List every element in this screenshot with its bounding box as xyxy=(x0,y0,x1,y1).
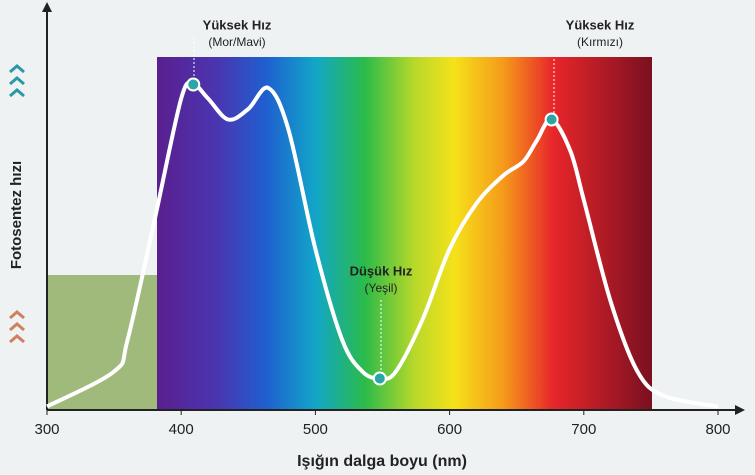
chart: Fotosentez hızı Işığın dalga boyu (nm) Y… xyxy=(0,0,755,475)
page: {"chart_data": {"type": "line", "x_label… xyxy=(0,0,755,475)
annotation-title: Düşük Hız xyxy=(350,263,413,278)
leaf-photo xyxy=(47,275,157,410)
x-tick-label: 600 xyxy=(437,421,462,438)
highlight-point xyxy=(187,79,199,91)
x-tick-label: 500 xyxy=(303,421,328,438)
annotation-subtitle: (Mor/Mavi) xyxy=(208,35,265,49)
x-axis-title: Işığın dalga boyu (nm) xyxy=(297,453,467,470)
annotation-subtitle: (Kırmızı) xyxy=(577,35,623,49)
y-axis-title: Fotosentez hızı xyxy=(8,161,25,269)
x-tick-label: 300 xyxy=(34,421,59,438)
x-tick-label: 800 xyxy=(705,421,730,438)
x-tick-label: 400 xyxy=(169,421,194,438)
annotation-title: Yüksek Hız xyxy=(566,17,635,32)
annotation-subtitle: (Yeşil) xyxy=(365,281,398,295)
highlight-point xyxy=(546,114,558,126)
x-tick-label: 700 xyxy=(571,421,596,438)
highlight-point xyxy=(374,373,386,385)
annotation-title: Yüksek Hız xyxy=(203,17,272,32)
